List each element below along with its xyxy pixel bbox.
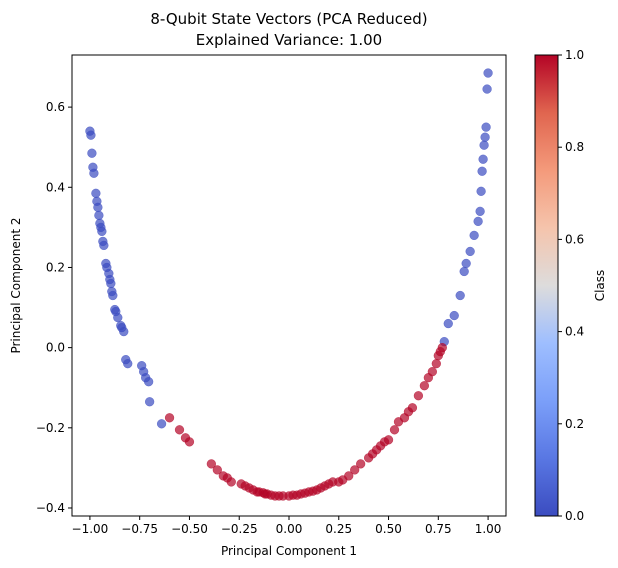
x-tick-label: 0.00 (276, 522, 303, 536)
data-point-class-1 (383, 435, 394, 445)
y-axis-label: Principal Component 2 (9, 217, 23, 353)
data-point-class-0 (482, 84, 492, 94)
x-tick-label: −1.00 (72, 522, 109, 536)
colorbar-tick-label: 1.0 (565, 48, 584, 62)
data-point-class-0 (119, 326, 129, 337)
data-point-class-1 (407, 403, 418, 413)
y-tick-label: 0.4 (46, 180, 65, 194)
x-axis-ticks: −1.00 −0.75 −0.50 −0.25 0.00 0.25 0.50 0.75 1.00 (72, 516, 502, 536)
data-point-class-0 (144, 397, 155, 407)
data-point-class-0 (483, 68, 493, 78)
scatter-points (85, 68, 493, 501)
data-point-class-0 (476, 186, 486, 196)
data-point-class-1 (212, 465, 222, 475)
data-point-class-1 (350, 465, 360, 475)
data-point-class-1 (164, 413, 175, 423)
x-tick-label: −0.25 (221, 522, 258, 536)
data-point-class-0 (113, 312, 123, 323)
y-tick-label: 0.2 (46, 260, 65, 274)
data-point-class-0 (156, 419, 167, 429)
colorbar-tick-label: 0.0 (565, 509, 584, 523)
data-point-class-1 (413, 391, 424, 401)
data-point-class-1 (389, 425, 400, 435)
data-point-class-0 (477, 166, 487, 176)
data-point-class-0 (461, 258, 471, 269)
data-point-class-0 (443, 318, 453, 329)
data-point-class-1 (419, 381, 430, 391)
x-tick-label: 0.75 (425, 522, 452, 536)
x-tick-label: 0.50 (375, 522, 402, 536)
y-axis-ticks: −0.4 −0.2 0.0 0.2 0.4 0.6 (36, 100, 72, 515)
data-point-class-0 (91, 188, 101, 198)
x-tick-label: −0.50 (171, 522, 208, 536)
data-point-class-0 (99, 240, 109, 251)
x-tick-label: 0.25 (325, 522, 352, 536)
data-point-class-0 (469, 230, 479, 241)
y-tick-label: −0.2 (36, 421, 65, 435)
data-point-class-1 (431, 359, 441, 369)
colorbar-label: Class (593, 270, 607, 302)
chart-title: 8-Qubit State Vectors (PCA Reduced) (150, 10, 427, 28)
data-point-class-0 (106, 278, 116, 289)
data-point-class-0 (87, 148, 97, 158)
y-tick-label: −0.4 (36, 501, 65, 515)
x-tick-label: 1.00 (475, 522, 502, 536)
data-point-class-0 (108, 290, 118, 301)
data-point-class-0 (473, 216, 483, 227)
x-axis-label: Principal Component 1 (221, 544, 357, 558)
data-point-class-1 (356, 459, 366, 469)
plot-frame (71, 54, 507, 517)
data-point-class-0 (479, 140, 489, 150)
chart-subtitle: Explained Variance: 1.00 (196, 31, 382, 49)
data-point-class-1 (174, 425, 185, 435)
colorbar-tick-label: 0.4 (565, 325, 584, 339)
data-point-class-0 (123, 359, 133, 369)
data-point-class-0 (465, 246, 475, 257)
data-point-class-1 (427, 367, 437, 377)
data-point-class-1 (206, 459, 217, 469)
data-point-class-0 (86, 130, 96, 140)
data-point-class-0 (481, 122, 491, 132)
data-point-class-0 (93, 202, 103, 212)
data-point-class-0 (475, 206, 485, 216)
y-tick-label: 0.6 (46, 100, 65, 114)
colorbar (534, 54, 559, 517)
data-point-class-0 (89, 168, 99, 178)
data-point-class-0 (97, 226, 107, 237)
data-point-class-0 (449, 310, 459, 321)
data-point-class-1 (437, 342, 447, 353)
data-point-class-0 (459, 266, 469, 277)
colorbar-tick-label: 0.8 (565, 140, 584, 154)
colorbar-tick-label: 0.2 (565, 417, 584, 431)
data-point-class-0 (144, 377, 154, 387)
data-point-class-1 (184, 437, 195, 447)
data-point-class-0 (478, 154, 488, 164)
data-point-class-1 (344, 471, 354, 481)
x-tick-label: −0.75 (121, 522, 158, 536)
y-tick-label: 0.0 (46, 341, 65, 355)
data-point-class-0 (480, 132, 490, 142)
data-point-class-1 (226, 477, 236, 487)
colorbar-ticks: 0.0 0.2 0.4 0.6 0.8 1.0 (558, 48, 584, 523)
colorbar-tick-label: 0.6 (565, 232, 584, 246)
data-point-class-0 (455, 290, 465, 301)
data-point-class-0 (94, 210, 104, 221)
